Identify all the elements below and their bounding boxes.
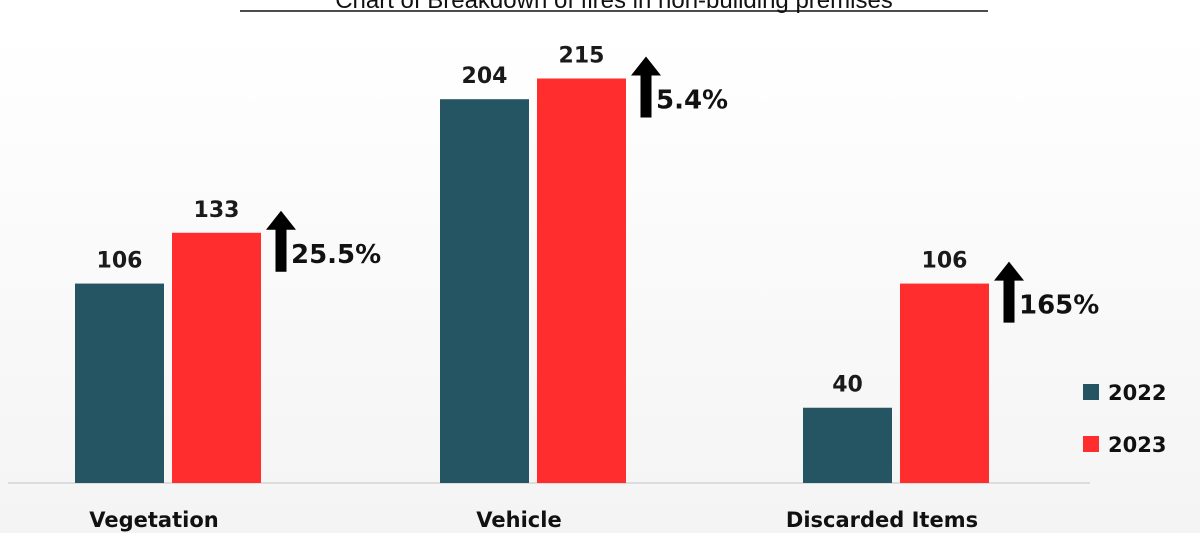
legend-swatch-2023 — [1083, 436, 1099, 452]
labels-layer: 106 133 25.5% Vegetation 204 215 5.4% Vehicle 40… — [89, 43, 1099, 532]
change-label-vegetation: 25.5% — [291, 240, 381, 270]
legend-label-2022: 2022 — [1108, 381, 1166, 405]
bar-vegetation-2022 — [75, 283, 164, 483]
legend-label-2023: 2023 — [1108, 433, 1166, 457]
up-arrow-icon — [631, 56, 661, 118]
data-label-vegetation-2023: 133 — [194, 198, 240, 223]
legend: 2022 2023 — [1083, 381, 1166, 457]
legend-swatch-2022 — [1083, 384, 1099, 400]
category-label-vehicle: Vehicle — [476, 508, 561, 532]
data-label-vegetation-2022: 106 — [97, 249, 143, 274]
bar-vehicle-2022 — [440, 99, 529, 483]
change-label-vehicle: 5.4% — [656, 85, 728, 115]
bars-layer — [75, 78, 989, 484]
data-label-vehicle-2022: 204 — [462, 64, 508, 89]
bar-vehicle-2023 — [537, 78, 626, 484]
data-label-vehicle-2023: 215 — [559, 43, 605, 68]
chart-title: Chart of Breakdown of fires in non-build… — [335, 0, 893, 14]
up-arrow-icon — [994, 261, 1024, 323]
up-arrow-icon — [266, 210, 296, 272]
data-label-discarded-items-2023: 106 — [922, 249, 968, 274]
change-label-discarded-items: 165% — [1019, 291, 1099, 321]
category-label-vegetation: Vegetation — [89, 508, 218, 532]
category-label-discarded-items: Discarded Items — [786, 508, 978, 532]
data-label-discarded-items-2022: 40 — [832, 373, 863, 398]
bar-discarded-items-2023 — [900, 283, 989, 483]
bar-vegetation-2023 — [172, 232, 261, 483]
bar-discarded-items-2022 — [803, 407, 892, 483]
